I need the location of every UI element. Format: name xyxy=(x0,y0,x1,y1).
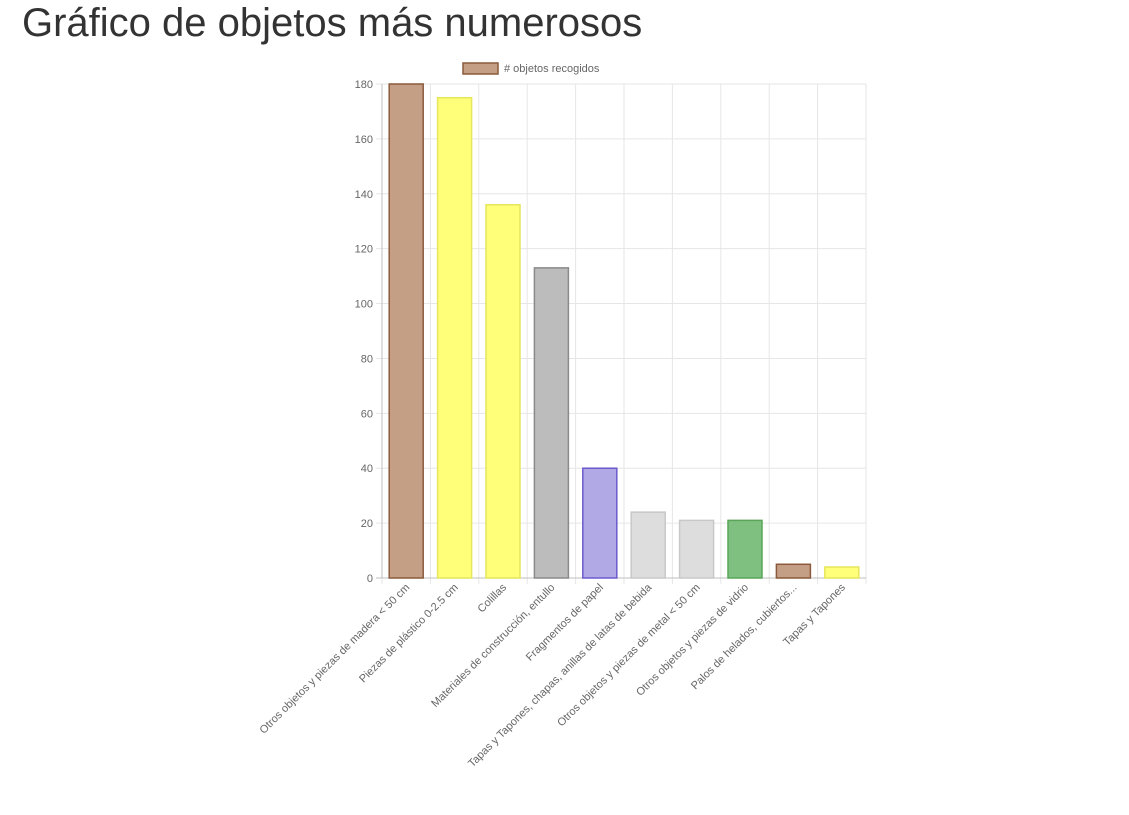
legend[interactable]: # objetos recogidos xyxy=(462,62,600,75)
y-tick-label: 120 xyxy=(355,244,373,256)
bar[interactable] xyxy=(775,563,812,579)
y-tick-label: 100 xyxy=(355,299,373,311)
bar[interactable] xyxy=(678,519,715,579)
y-tick-label: 140 xyxy=(355,189,373,201)
bar[interactable] xyxy=(582,467,618,579)
bar[interactable] xyxy=(630,511,666,579)
page-title: Gráfico de objetos más numerosos xyxy=(22,1,643,45)
bars xyxy=(388,83,860,579)
x-tick-label: Colillas xyxy=(476,581,510,615)
bar[interactable] xyxy=(485,204,521,579)
bar[interactable] xyxy=(727,519,763,579)
bar[interactable] xyxy=(388,83,424,579)
y-tick-label: 60 xyxy=(361,408,373,420)
legend-label: # objetos recogidos xyxy=(504,63,600,75)
y-tick-label: 160 xyxy=(355,134,373,146)
y-tick-label: 40 xyxy=(361,463,373,475)
x-tick-label: Tapas y Tapones, chapas, anillas de lata… xyxy=(466,581,655,770)
y-tick-label: 0 xyxy=(367,573,373,585)
bar[interactable] xyxy=(533,267,570,579)
y-tick-labels: 0 20 40 60 80 100 120 140 160 180 xyxy=(355,79,373,585)
legend-swatch xyxy=(462,62,499,75)
y-tick-label: 180 xyxy=(355,79,373,91)
bar[interactable] xyxy=(436,96,473,579)
y-tick-label: 80 xyxy=(361,353,373,365)
x-tick-labels: Otros objetos y piezas de madera < 50 cm… xyxy=(257,581,848,770)
y-tick-label: 20 xyxy=(361,518,373,530)
x-tick-label: Piezas de plástico 0-2.5 cm xyxy=(357,582,461,686)
bar[interactable] xyxy=(824,566,860,579)
